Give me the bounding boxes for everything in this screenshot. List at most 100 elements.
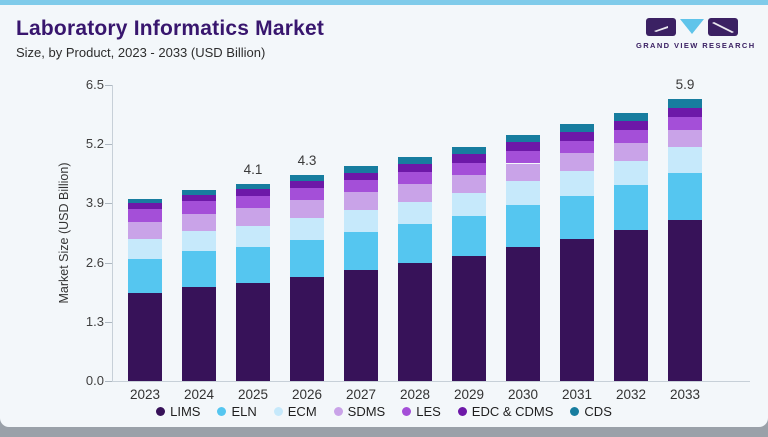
bar-total-label: 5.9 xyxy=(675,76,695,92)
bar-segment-cds[interactable] xyxy=(182,189,216,195)
bar-segment-les[interactable] xyxy=(560,140,594,154)
bar-segment-lims[interactable] xyxy=(560,239,594,381)
x-axis-label: 2029 xyxy=(453,387,485,402)
bar-segment-lims[interactable] xyxy=(290,276,324,381)
bar-segment-sdms[interactable] xyxy=(182,213,216,231)
y-axis-title: Market Size (USD Billion) xyxy=(57,162,71,304)
bar-segment-ecm[interactable] xyxy=(398,201,432,225)
bar-segment-lims[interactable] xyxy=(506,247,540,381)
bar-segment-cds[interactable] xyxy=(398,157,432,164)
x-axis-line xyxy=(112,381,750,382)
bar-segment-les[interactable] xyxy=(128,209,162,222)
bar-segment-ecm[interactable] xyxy=(452,192,486,216)
bar-segment-eln[interactable] xyxy=(236,246,270,283)
y-axis-line xyxy=(112,85,113,381)
legend-item-sdms[interactable]: SDMS xyxy=(333,404,386,419)
bar-segment-ecm[interactable] xyxy=(128,239,162,259)
bar-segment-ecm[interactable] xyxy=(668,147,702,174)
bar-segment-cds[interactable] xyxy=(128,198,162,204)
bar-segment-edc-cdms[interactable] xyxy=(452,154,486,163)
bar-segment-sdms[interactable] xyxy=(614,142,648,161)
bar-segment-cds[interactable] xyxy=(614,112,648,122)
legend-item-edc-cdms[interactable]: EDC & CDMS xyxy=(457,404,553,419)
legend-item-cds[interactable]: CDS xyxy=(570,404,612,419)
bar-segment-sdms[interactable] xyxy=(128,221,162,240)
bar-segment-edc-cdms[interactable] xyxy=(506,142,540,151)
bar-segment-eln[interactable] xyxy=(452,215,486,257)
bar-segment-les[interactable] xyxy=(236,196,270,209)
bar-segment-lims[interactable] xyxy=(398,263,432,381)
bar-segment-cds[interactable] xyxy=(560,123,594,132)
bar-segment-sdms[interactable] xyxy=(452,174,486,193)
bar-segment-ecm[interactable] xyxy=(344,209,378,232)
legend-label: SDMS xyxy=(347,404,386,419)
bar-segment-eln[interactable] xyxy=(506,205,540,248)
bar-segment-lims[interactable] xyxy=(128,292,162,381)
bar-segment-edc-cdms[interactable] xyxy=(614,121,648,131)
bar-segment-les[interactable] xyxy=(506,150,540,164)
bar-segment-sdms[interactable] xyxy=(290,200,324,218)
legend-item-les[interactable]: LES xyxy=(402,404,441,419)
bar-segment-sdms[interactable] xyxy=(398,184,432,202)
legend-label: ELN xyxy=(231,404,257,419)
bar-segment-cds[interactable] xyxy=(236,184,270,190)
bar-segment-ecm[interactable] xyxy=(290,218,324,240)
bar-segment-edc-cdms[interactable] xyxy=(560,131,594,141)
bar-segment-eln[interactable] xyxy=(560,195,594,240)
bar-total-label: 4.1 xyxy=(243,162,263,178)
bar-segment-les[interactable] xyxy=(290,187,324,201)
y-axis-tick-label: 6.5 xyxy=(85,77,104,92)
legend-label: LIMS xyxy=(170,404,201,419)
bar-segment-lims[interactable] xyxy=(614,230,648,381)
bar-segment-ecm[interactable] xyxy=(560,171,594,196)
x-axis-label: 2026 xyxy=(291,387,323,402)
bar-segment-sdms[interactable] xyxy=(236,208,270,226)
bar-segment-sdms[interactable] xyxy=(668,129,702,148)
bar-segment-ecm[interactable] xyxy=(182,230,216,252)
bar-segment-les[interactable] xyxy=(452,162,486,175)
bar-segment-edc-cdms[interactable] xyxy=(290,180,324,188)
bar-segment-lims[interactable] xyxy=(344,270,378,381)
bar-segment-cds[interactable] xyxy=(668,98,702,108)
legend-label: ECM xyxy=(287,404,317,419)
bar-segment-les[interactable] xyxy=(182,201,216,214)
bar-segment-ecm[interactable] xyxy=(236,225,270,247)
legend-dot xyxy=(402,407,412,416)
bar-segment-eln[interactable] xyxy=(614,185,648,231)
bar-segment-cds[interactable] xyxy=(344,166,378,173)
bar-segment-sdms[interactable] xyxy=(560,153,594,172)
bar-segment-cds[interactable] xyxy=(452,147,486,155)
bar-segment-eln[interactable] xyxy=(398,224,432,264)
bar-segment-eln[interactable] xyxy=(344,231,378,271)
bar-segment-edc-cdms[interactable] xyxy=(128,203,162,210)
bar-segment-les[interactable] xyxy=(668,116,702,130)
bar-segment-eln[interactable] xyxy=(182,251,216,287)
legend-item-lims[interactable]: LIMS xyxy=(156,404,200,419)
bar-segment-les[interactable] xyxy=(344,179,378,193)
bar-segment-sdms[interactable] xyxy=(344,192,378,210)
bar-segment-lims[interactable] xyxy=(668,219,702,381)
bar-segment-sdms[interactable] xyxy=(506,163,540,182)
bar-segment-edc-cdms[interactable] xyxy=(398,163,432,172)
legend-item-ecm[interactable]: ECM xyxy=(273,404,317,419)
bar-segment-lims[interactable] xyxy=(182,286,216,381)
bar-segment-lims[interactable] xyxy=(452,256,486,381)
bar-segment-edc-cdms[interactable] xyxy=(344,172,378,180)
x-axis-label: 2024 xyxy=(183,387,215,402)
legend-dot xyxy=(156,407,166,416)
bar-segment-eln[interactable] xyxy=(668,173,702,220)
bar-segment-les[interactable] xyxy=(614,130,648,143)
bar-segment-cds[interactable] xyxy=(290,174,324,181)
bar-segment-edc-cdms[interactable] xyxy=(668,107,702,117)
bar-segment-les[interactable] xyxy=(398,171,432,185)
bar-segment-eln[interactable] xyxy=(128,258,162,293)
bar-segment-eln[interactable] xyxy=(290,239,324,277)
bar-segment-edc-cdms[interactable] xyxy=(236,189,270,196)
bar-segment-ecm[interactable] xyxy=(506,181,540,206)
legend-item-eln[interactable]: ELN xyxy=(217,404,257,419)
bar-segment-ecm[interactable] xyxy=(614,160,648,186)
bar-segment-edc-cdms[interactable] xyxy=(182,194,216,202)
bar-segment-lims[interactable] xyxy=(236,283,270,381)
bar-segment-cds[interactable] xyxy=(506,134,540,143)
